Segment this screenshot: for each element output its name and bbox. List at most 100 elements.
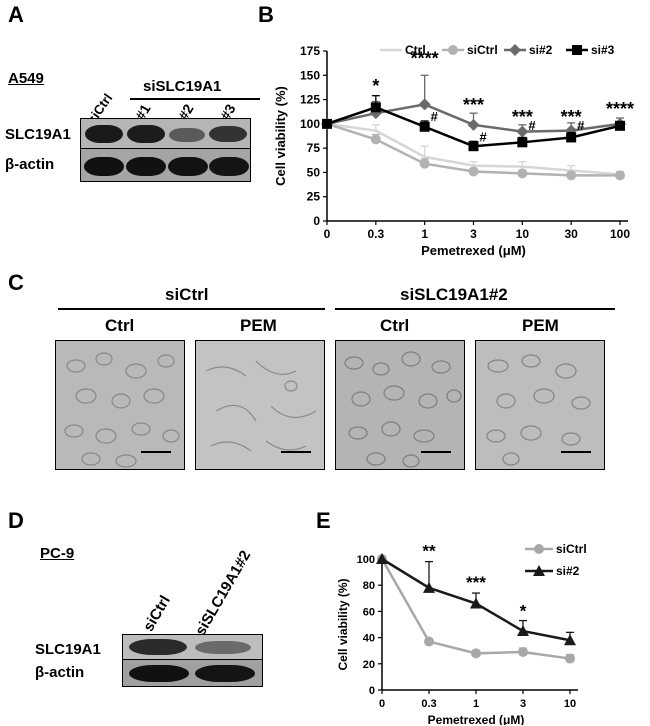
cell-line-label-a549: A549 bbox=[8, 70, 44, 87]
legend-label: si#2 bbox=[556, 564, 580, 578]
band bbox=[129, 665, 189, 682]
scale-bar bbox=[141, 451, 171, 453]
blot-beta-actin-pc9 bbox=[122, 659, 263, 687]
row-label-slc19a1-d: SLC19A1 bbox=[35, 641, 101, 658]
data-point bbox=[470, 597, 482, 609]
legend-label: si#3 bbox=[591, 43, 615, 57]
significance-mark: # bbox=[431, 109, 439, 124]
significance-mark: *** bbox=[466, 573, 486, 592]
y-tick-label: 40 bbox=[363, 633, 375, 645]
group-label-sictrl: siCtrl bbox=[165, 285, 209, 304]
data-point bbox=[370, 134, 381, 145]
significance-mark: **** bbox=[411, 49, 439, 69]
data-point bbox=[517, 625, 529, 637]
y-tick-label: 25 bbox=[307, 190, 321, 204]
x-tick-label: 1 bbox=[421, 227, 428, 241]
legend-label: Ctrl bbox=[405, 43, 426, 57]
legend-marker bbox=[534, 544, 544, 554]
scale-bar bbox=[561, 451, 591, 453]
band bbox=[209, 126, 247, 142]
x-tick-label: 3 bbox=[470, 227, 477, 241]
x-tick-label: 10 bbox=[564, 698, 576, 710]
panel-letter-e: E bbox=[316, 508, 331, 533]
x-axis-label: Pemetrexed (μM) bbox=[428, 713, 525, 725]
y-tick-label: 125 bbox=[300, 93, 320, 107]
group-label-sislc19a1-2: siSLC19A1#2 bbox=[400, 285, 508, 304]
data-point bbox=[565, 653, 575, 664]
significance-mark: * bbox=[372, 76, 379, 96]
scale-bar bbox=[281, 451, 311, 453]
y-tick-label: 0 bbox=[369, 685, 375, 697]
y-axis-label: Cell viability (%) bbox=[336, 578, 350, 670]
significance-mark: *** bbox=[512, 107, 533, 127]
image-label-pem-1: PEM bbox=[240, 316, 277, 335]
legend-label: siCtrl bbox=[467, 43, 498, 57]
data-point bbox=[418, 98, 431, 111]
significance-mark: *** bbox=[561, 107, 582, 127]
y-tick-label: 60 bbox=[363, 606, 375, 618]
group-underline-c1 bbox=[58, 308, 325, 310]
y-tick-label: 50 bbox=[307, 165, 321, 179]
y-tick-label: 150 bbox=[300, 68, 320, 82]
micrograph-sislc19a1-pem bbox=[475, 340, 605, 470]
band bbox=[85, 125, 123, 143]
data-point bbox=[467, 118, 480, 131]
band bbox=[169, 128, 205, 142]
y-tick-label: 175 bbox=[300, 44, 320, 58]
band bbox=[129, 639, 187, 655]
data-point bbox=[517, 168, 528, 179]
blot-slc19a1-pc9 bbox=[122, 634, 263, 660]
data-point bbox=[516, 125, 529, 138]
significance-mark: # bbox=[480, 129, 488, 144]
band bbox=[195, 665, 255, 682]
chart-b: 0 25 50 75 100 125 150 175 0 0.3 1 3 10 30 100 Pemetrex… bbox=[273, 43, 634, 258]
data-point bbox=[376, 553, 388, 564]
data-point bbox=[564, 634, 576, 646]
x-tick-label: 3 bbox=[520, 698, 526, 710]
band bbox=[127, 125, 165, 143]
group-underline bbox=[130, 98, 260, 100]
data-point bbox=[419, 158, 430, 169]
legend-marker bbox=[533, 565, 545, 576]
significance-mark: **** bbox=[606, 99, 634, 119]
data-point bbox=[615, 170, 625, 181]
row-label-slc19a1: SLC19A1 bbox=[5, 126, 71, 143]
panel-letter-d: D bbox=[8, 508, 24, 533]
x-tick-label: 10 bbox=[516, 227, 530, 241]
legend-label: siCtrl bbox=[556, 542, 587, 556]
micrograph-sictrl-pem bbox=[195, 340, 325, 470]
y-tick-label: 80 bbox=[363, 580, 375, 592]
micrograph-sictrl-ctrl bbox=[55, 340, 185, 470]
lane-label-sislc19a1-2-d: siSLC19A1#2 bbox=[192, 547, 255, 639]
data-point bbox=[468, 166, 479, 177]
x-tick-label: 0 bbox=[324, 227, 331, 241]
x-tick-label: 1 bbox=[473, 698, 479, 710]
x-tick-label: 100 bbox=[610, 227, 630, 241]
band bbox=[168, 157, 208, 176]
row-label-beta-actin: β-actin bbox=[5, 156, 55, 173]
panel-letter-b: B bbox=[258, 2, 274, 27]
x-tick-label: 0 bbox=[379, 698, 385, 710]
image-label-pem-2: PEM bbox=[522, 316, 559, 335]
significance-mark: # bbox=[577, 118, 585, 133]
x-tick-label: 0.3 bbox=[367, 227, 384, 241]
data-point bbox=[322, 118, 332, 129]
panel-letter-c: C bbox=[8, 270, 24, 295]
group-label-sislc19a1: siSLC19A1 bbox=[143, 78, 222, 95]
legend-label: si#2 bbox=[529, 43, 553, 57]
y-axis-label: Cell viability (%) bbox=[273, 86, 288, 186]
group-underline-c2 bbox=[335, 308, 615, 310]
y-tick-label: 0 bbox=[313, 214, 320, 228]
band bbox=[209, 157, 249, 176]
band bbox=[195, 641, 251, 654]
legend-marker bbox=[509, 44, 521, 56]
data-point bbox=[424, 636, 434, 647]
data-point bbox=[471, 648, 481, 659]
panel-letter-a: A bbox=[8, 2, 24, 27]
legend-marker bbox=[572, 45, 582, 55]
y-tick-label: 20 bbox=[363, 659, 375, 671]
data-point bbox=[518, 647, 528, 658]
y-tick-label: 100 bbox=[357, 554, 375, 566]
blot-slc19a1-a549 bbox=[80, 118, 251, 149]
lane-label-sictrl-d: siCtrl bbox=[140, 592, 174, 635]
